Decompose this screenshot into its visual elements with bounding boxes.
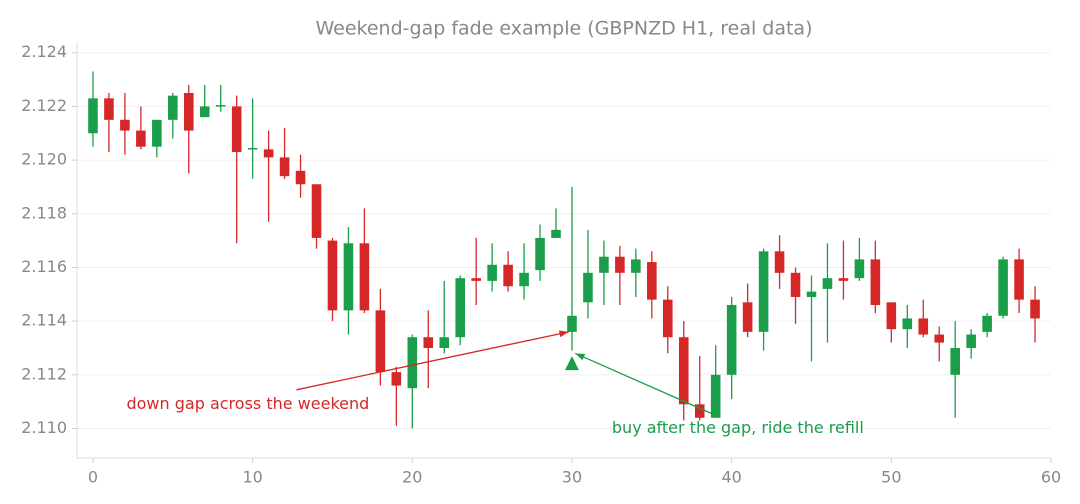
candle-body xyxy=(439,337,450,348)
candle-body xyxy=(120,119,130,131)
candle-body xyxy=(311,184,322,238)
x-tick-label: 30 xyxy=(562,468,582,487)
candle-body xyxy=(199,106,210,118)
candle-body xyxy=(247,148,258,150)
candle-body xyxy=(726,305,737,375)
candle-body xyxy=(1030,299,1040,319)
candle-body xyxy=(678,337,689,405)
candle-body xyxy=(615,256,625,273)
candle-body xyxy=(215,105,226,107)
annotation: buy after the gap, ride the refill xyxy=(612,418,864,437)
candle-body xyxy=(471,278,481,281)
candle-body xyxy=(136,130,146,147)
candle-body xyxy=(263,149,274,158)
candle-body xyxy=(503,264,513,287)
annotation-arrow xyxy=(296,331,569,391)
candle-body xyxy=(662,299,673,338)
annotation: down gap across the weekend xyxy=(126,394,369,413)
candle-body xyxy=(599,256,609,273)
candle-body xyxy=(423,337,434,348)
candle-body xyxy=(295,170,306,185)
candle-body xyxy=(487,264,497,281)
y-tick-label: 2.122 xyxy=(21,96,67,115)
candle-body xyxy=(822,278,833,289)
candle-body xyxy=(168,95,178,120)
candle-body xyxy=(631,259,641,273)
y-tick-label: 2.116 xyxy=(21,257,67,276)
x-tick-label: 0 xyxy=(88,468,98,487)
candle-body xyxy=(551,229,561,238)
x-tick-label: 10 xyxy=(242,468,262,487)
y-tick-label: 2.112 xyxy=(21,364,67,383)
candle-body xyxy=(902,318,913,330)
candle-body xyxy=(934,334,945,343)
candle-body xyxy=(1014,259,1024,300)
arrow-head xyxy=(558,330,569,338)
y-tick-label: 2.124 xyxy=(21,42,67,61)
candle-body xyxy=(359,243,370,311)
x-tick-label: 40 xyxy=(721,468,741,487)
candle-body xyxy=(806,291,817,297)
annotation-arrow xyxy=(574,352,713,415)
candle-body xyxy=(375,310,386,373)
candle-body xyxy=(183,92,194,131)
candle-body xyxy=(391,372,402,386)
candle-body xyxy=(838,278,849,281)
candle-body xyxy=(966,334,976,348)
candle-body xyxy=(327,240,338,311)
candle-body xyxy=(104,98,114,120)
candle-body xyxy=(710,374,721,418)
candle-body xyxy=(88,98,98,134)
candle-body xyxy=(918,318,929,335)
x-tick-label: 60 xyxy=(1041,468,1061,487)
candle-body xyxy=(407,337,418,389)
y-tick-label: 2.114 xyxy=(21,311,67,330)
candle-body xyxy=(231,106,242,153)
candle-body xyxy=(870,259,881,306)
candle-body xyxy=(152,119,162,147)
y-tick-label: 2.118 xyxy=(21,203,67,222)
marker xyxy=(564,356,579,371)
y-tick-label: 2.110 xyxy=(21,418,67,437)
x-tick-label: 20 xyxy=(402,468,422,487)
candle-body xyxy=(950,347,960,375)
y-tick-label: 2.120 xyxy=(21,150,67,169)
candle-body xyxy=(758,251,769,332)
candle-body xyxy=(742,302,753,332)
candle-body xyxy=(647,262,657,300)
arrow-head xyxy=(575,353,586,361)
candle-body xyxy=(854,259,865,279)
candle-body xyxy=(694,404,705,418)
candle-body xyxy=(790,272,801,297)
x-tick-label: 50 xyxy=(881,468,901,487)
candle-body xyxy=(519,272,529,287)
candle-body xyxy=(535,237,545,271)
candle-body xyxy=(998,259,1008,316)
candle-body xyxy=(583,272,593,303)
candle-body xyxy=(886,302,897,330)
candle-body xyxy=(279,157,290,177)
candle-body xyxy=(455,278,466,338)
candle-body xyxy=(567,315,577,332)
candle-body xyxy=(343,243,354,311)
candle-body xyxy=(982,315,992,332)
chart-title: Weekend-gap fade example (GBPNZD H1, rea… xyxy=(315,18,812,40)
candle-body xyxy=(774,251,785,273)
